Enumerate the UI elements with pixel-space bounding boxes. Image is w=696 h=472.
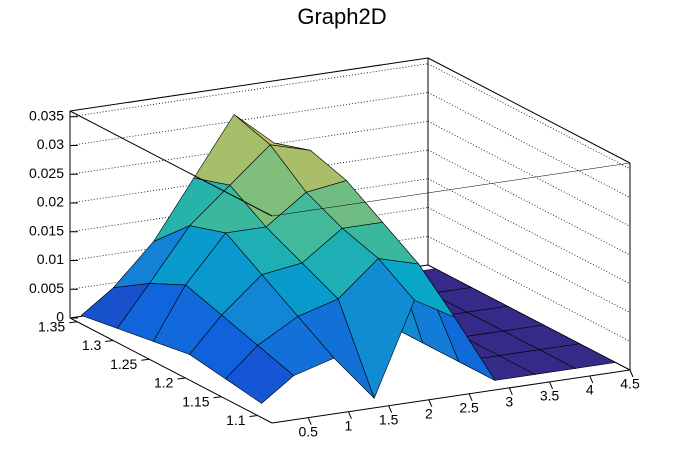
box-edge (69, 110, 273, 217)
x-tick-label: 4 (586, 382, 594, 398)
y-tick-label: 1.25 (110, 356, 137, 372)
x-tick (468, 393, 473, 402)
grid-line (427, 120, 631, 227)
box-edge (69, 57, 429, 112)
x-tick (589, 375, 594, 384)
x-tick-label: 1 (345, 417, 353, 433)
y-tick-label: 1.35 (38, 318, 65, 334)
grid-line (69, 92, 429, 146)
z-tick-label: 0.025 (29, 165, 64, 181)
x-tick-label: 2.5 (459, 400, 479, 416)
x-tick-label: 4.5 (620, 376, 640, 392)
y-tick (249, 415, 258, 417)
box-edge (271, 162, 631, 217)
y-tick-label: 1.2 (154, 375, 174, 391)
x-tick-label: 0.5 (298, 423, 318, 439)
y-tick (141, 358, 150, 361)
grid-line (427, 207, 631, 313)
grid-line (427, 235, 631, 342)
z-tick-label: 0.035 (29, 107, 64, 123)
y-axis (69, 317, 273, 424)
grid-line (427, 63, 631, 170)
y-tick (69, 321, 78, 324)
x-tick (508, 387, 513, 396)
z-tick-label: 0.03 (37, 136, 64, 152)
z-tick-label: 0.005 (29, 280, 64, 296)
x-tick-label: 2 (425, 405, 433, 421)
y-tick (177, 377, 186, 380)
box-edge (427, 57, 631, 164)
x-axis (271, 369, 631, 424)
y-tick (105, 340, 114, 342)
y-tick-label: 1.15 (182, 393, 209, 409)
x-tick-label: 1.5 (379, 411, 399, 427)
grid-line (427, 178, 631, 285)
grid-line (69, 63, 429, 118)
y-tick (213, 396, 222, 399)
y-tick-label: 1.3 (82, 337, 102, 353)
x-tick (549, 381, 554, 390)
grid-line (427, 149, 631, 256)
z-tick-label: 0.02 (37, 194, 64, 210)
x-tick (388, 405, 393, 413)
z-tick-label: 0.015 (29, 222, 64, 238)
z-tick-label: 0 (56, 309, 64, 325)
y-tick-label: 1.1 (226, 412, 246, 428)
z-tick-label: 0.01 (37, 251, 64, 267)
x-tick-label: 3.5 (540, 388, 560, 404)
x-tick (347, 411, 352, 419)
grid-line (427, 92, 631, 198)
x-tick (428, 399, 433, 407)
x-tick (307, 417, 312, 425)
x-tick (629, 369, 634, 378)
chart-title: Graph2D (297, 4, 386, 29)
x-tick-label: 3 (505, 394, 513, 410)
surface-cell (225, 344, 295, 404)
